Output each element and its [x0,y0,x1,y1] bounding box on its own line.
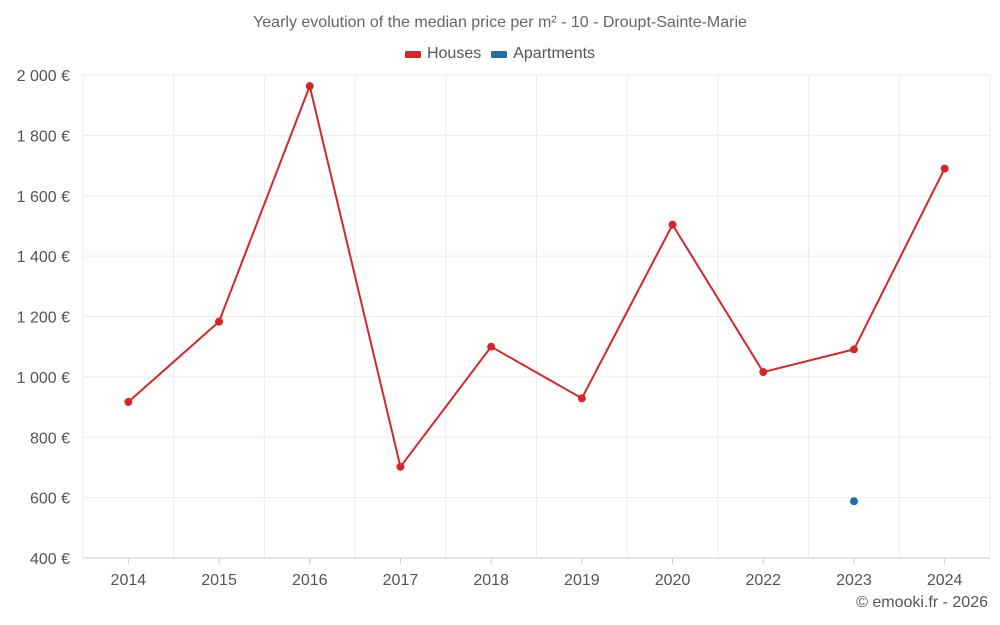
houses-point-2019 [577,394,586,403]
y-tick-label: 2 000 € [17,68,70,85]
x-tick-label: 2018 [473,572,509,589]
series-houses [124,82,949,471]
houses-point-2024 [940,164,949,173]
x-tick-label: 2024 [927,572,963,589]
houses-point-2018 [487,342,496,351]
y-tick-label: 1 800 € [17,128,70,145]
y-tick-label: 400 € [30,551,70,568]
y-tick-label: 1 000 € [17,370,70,387]
x-tick-label: 2015 [201,572,237,589]
y-tick-label: 1 600 € [17,189,70,206]
legend: Houses Apartments [0,45,1000,63]
houses-line-segment [399,345,493,468]
houses-point-2020 [668,220,677,229]
x-tick-label: 2014 [111,572,147,589]
credit-text: © emooki.fr - 2026 [856,594,988,611]
houses-point-2016 [305,82,314,91]
houses-line-segment [218,85,311,323]
x-tick-label: 2016 [292,572,328,589]
houses-line-segment [490,345,583,400]
legend-label-apartments: Apartments [513,45,596,62]
y-tick-label: 1 400 € [17,249,70,266]
houses-point-2017 [396,462,405,471]
houses-line-segment [671,223,765,374]
houses-line-segment [762,348,855,374]
houses-line-segment [127,320,221,403]
y-tick-label: 800 € [30,430,70,447]
x-tick-label: 2022 [745,572,781,589]
houses-line-segment [852,167,946,351]
apartments-point-2023 [849,497,858,506]
houses-point-2023 [849,345,858,354]
y-tick-label: 600 € [30,491,70,508]
chart-title: Yearly evolution of the median price per… [253,14,747,31]
houses-point-2015 [215,317,224,326]
y-tick-label: 1 200 € [17,310,70,327]
x-tick-label: 2019 [564,572,600,589]
x-tick-label: 2017 [383,572,419,589]
x-tick-label: 2020 [655,572,691,589]
x-tick-label: 2023 [836,572,872,589]
legend-item-apartments[interactable]: Apartments [491,45,595,63]
houses-point-2022 [759,368,768,377]
legend-swatch-houses [404,50,421,58]
legend-swatch-apartments [491,50,508,58]
legend-label-houses: Houses [426,45,482,62]
houses-line-segment [580,223,674,400]
legend-item-houses[interactable]: Houses [404,45,482,63]
houses-point-2014 [124,397,133,406]
houses-line-segment [308,85,402,468]
series-apartments [849,497,858,506]
